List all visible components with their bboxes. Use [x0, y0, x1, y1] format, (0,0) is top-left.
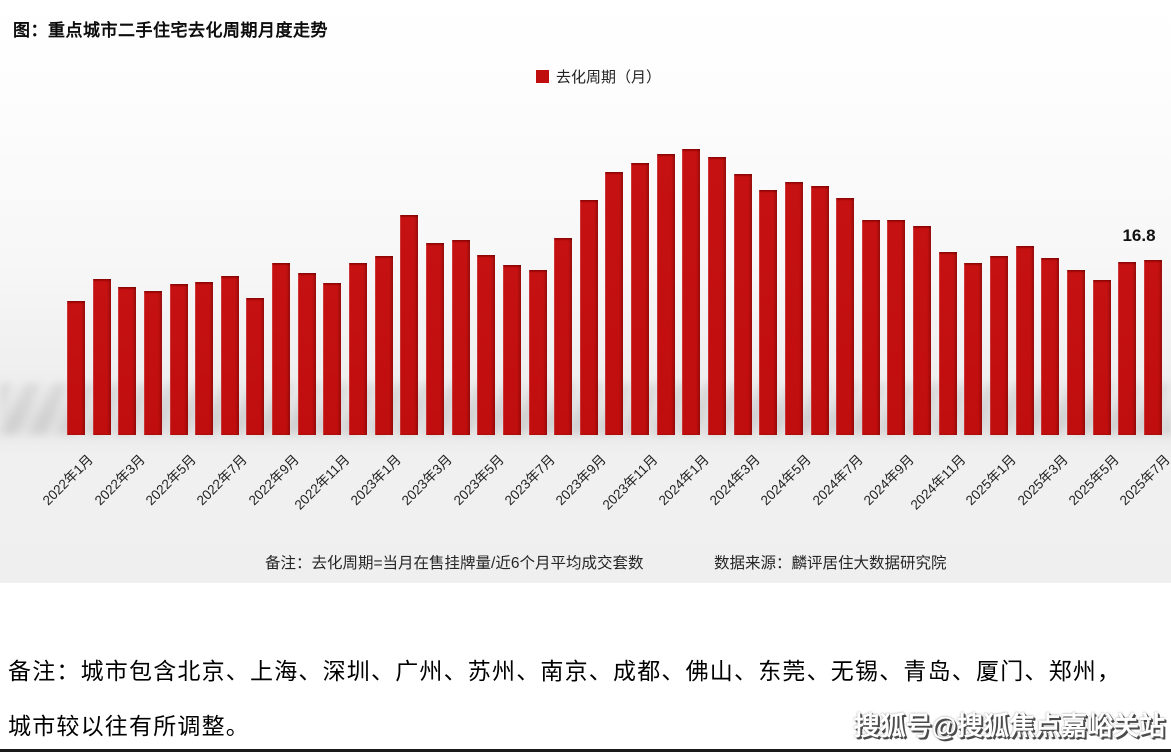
bar-2024年8月	[861, 220, 880, 435]
bar-2024年11月	[938, 252, 957, 435]
chart-panel: 图：重点城市二手住宅去化周期月度走势 去化周期（月） 16.8 2022年1月 2…	[0, 0, 1171, 583]
bar-2023年8月	[554, 238, 573, 435]
bar-2024年9月	[887, 220, 906, 435]
bottom-note-line2: 城市较以往有所调整。	[8, 714, 250, 739]
bar-2022年1月	[67, 301, 85, 435]
bar-2022年11月	[323, 283, 342, 435]
x-tick-label: 2024年7月	[809, 451, 866, 509]
bar-2023年11月	[631, 163, 650, 435]
x-tick-label: 2024年1月	[655, 451, 712, 509]
bar-2024年6月	[810, 186, 829, 435]
bottom-note-line1: 备注：城市包含北京、上海、深圳、广州、苏州、南京、成都、佛山、东莞、无锡、青岛、…	[8, 659, 1122, 684]
x-tick-label: 2022年5月	[142, 451, 199, 509]
x-tick-label: 2023年11月	[599, 451, 661, 513]
x-tick-label: 2024年5月	[758, 451, 815, 509]
x-tick-label: 2023年7月	[501, 451, 558, 509]
bar-2024年7月	[836, 198, 855, 435]
watermark: 搜狐号@搜狐焦点嘉峪关站	[853, 711, 1165, 741]
bar-2022年2月	[92, 279, 111, 435]
bar-2023年10月	[605, 172, 624, 435]
x-tick-label: 2023年5月	[450, 451, 507, 509]
bar-2024年5月	[784, 182, 803, 435]
bar-2024年4月	[759, 190, 778, 435]
x-tick-label: 2025年7月	[1117, 451, 1171, 509]
bar-2023年9月	[579, 200, 598, 435]
bar-2022年12月	[349, 263, 368, 435]
bar-2022年5月	[169, 284, 188, 435]
bar-2023年2月	[400, 215, 419, 435]
last-bar-value-label: 16.8	[1122, 226, 1156, 245]
bar-2023年5月	[477, 255, 496, 435]
x-tick-label: 2023年1月	[347, 451, 405, 509]
bar-2023年1月	[374, 256, 393, 435]
bar-2025年3月	[1041, 258, 1060, 435]
legend: 去化周期（月）	[536, 66, 661, 87]
bar-2022年9月	[272, 263, 291, 435]
bar-2022年6月	[195, 282, 214, 435]
bar-2023年4月	[451, 240, 470, 435]
x-tick-label: 2022年3月	[91, 451, 148, 509]
bar-2023年7月	[528, 270, 547, 435]
bar-2023年3月	[425, 243, 444, 435]
x-tick-label: 2023年3月	[399, 451, 456, 509]
bar-2022年4月	[143, 291, 162, 435]
chart-title: 图：重点城市二手住宅去化周期月度走势	[13, 21, 328, 40]
x-tick-label: 2025年5月	[1065, 451, 1123, 509]
bar-2025年4月	[1066, 270, 1085, 435]
legend-swatch-icon	[536, 70, 549, 83]
bar-2022年10月	[297, 273, 316, 435]
bar-2022年3月	[118, 287, 137, 435]
bar-2024年10月	[913, 226, 932, 435]
bar-2024年3月	[733, 174, 752, 435]
bar-2024年1月	[682, 149, 701, 435]
bar-2025年5月	[1092, 280, 1111, 435]
bar-2022年7月	[220, 276, 239, 435]
bar-2025年7月	[1143, 260, 1162, 435]
bar-2025年2月	[1015, 246, 1034, 435]
bottom-divider	[0, 749, 1171, 752]
bar-2025年1月	[990, 256, 1009, 435]
plot-area: 16.8	[0, 149, 1171, 435]
bar-2023年6月	[502, 265, 521, 435]
x-axis: 2022年1月 2022年3月 2022年5月 2022年7月 2022年9月 2022年…	[0, 449, 1171, 549]
bar-2023年12月	[656, 154, 675, 435]
legend-label: 去化周期（月）	[556, 69, 662, 86]
chart-data-source: 数据来源：麟评居住大数据研究院	[714, 555, 947, 572]
x-tick-label: 2022年1月	[40, 451, 97, 509]
bar-2024年12月	[964, 263, 983, 435]
chart-footnote: 备注：去化周期=当月在售挂牌量/近6个月平均成交套数	[265, 555, 644, 572]
bar-2022年8月	[246, 298, 265, 435]
bar-2025年6月	[1118, 262, 1137, 435]
x-tick-label: 2022年7月	[194, 451, 251, 509]
bar-2024年2月	[708, 157, 726, 435]
x-tick-label: 2024年3月	[706, 451, 764, 509]
x-tick-label: 2025年1月	[963, 451, 1020, 509]
x-tick-label: 2025年3月	[1014, 451, 1071, 509]
